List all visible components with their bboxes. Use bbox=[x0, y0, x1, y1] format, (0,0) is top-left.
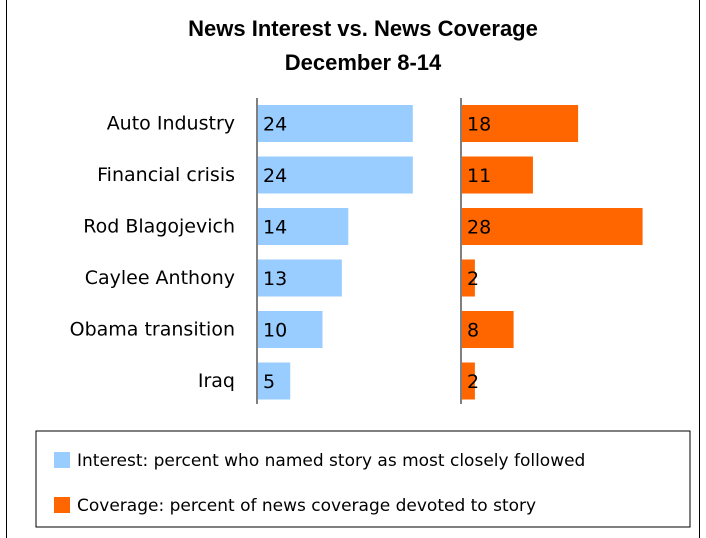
category-label: Financial crisis bbox=[97, 164, 235, 186]
chart-title: News Interest vs. News Coverage bbox=[188, 16, 538, 41]
legend-box bbox=[35, 430, 691, 528]
coverage-value-label: 28 bbox=[467, 217, 491, 239]
category-label: Rod Blagojevich bbox=[83, 216, 235, 238]
interest-value-label: 5 bbox=[263, 371, 275, 393]
interest-value-label: 13 bbox=[263, 268, 287, 290]
interest-series: 24 24 14 13 10 5 bbox=[258, 105, 413, 400]
legend: Interest: percent who named story as mos… bbox=[35, 430, 691, 528]
interest-bar bbox=[258, 156, 413, 194]
legend-swatch-coverage bbox=[54, 497, 70, 513]
interest-value-label: 24 bbox=[263, 165, 287, 187]
chart-frame: News Interest vs. News Coverage December… bbox=[6, 0, 700, 538]
coverage-value-label: 18 bbox=[467, 114, 491, 136]
category-labels: Auto Industry Financial crisis Rod Blagoje… bbox=[70, 113, 235, 393]
coverage-bar bbox=[462, 362, 475, 400]
interest-bar bbox=[258, 362, 291, 400]
category-label: Iraq bbox=[198, 370, 235, 392]
coverage-bar bbox=[462, 156, 533, 194]
interest-bar bbox=[258, 105, 413, 142]
coverage-bar bbox=[462, 105, 579, 142]
category-label: Caylee Anthony bbox=[85, 267, 235, 289]
interest-bar bbox=[258, 208, 349, 245]
legend-swatch-interest bbox=[54, 452, 70, 468]
interest-value-label: 10 bbox=[263, 320, 287, 342]
interest-bar bbox=[258, 259, 342, 297]
chart-subtitle: December 8-14 bbox=[285, 50, 442, 75]
coverage-value-label: 2 bbox=[467, 371, 479, 393]
chart: News Interest vs. News Coverage December… bbox=[35, 16, 691, 528]
interest-bar bbox=[258, 311, 323, 348]
coverage-bar bbox=[462, 208, 643, 245]
category-label: Auto Industry bbox=[107, 113, 235, 135]
interest-value-label: 24 bbox=[263, 114, 287, 136]
interest-value-label: 14 bbox=[263, 217, 287, 239]
coverage-value-label: 11 bbox=[467, 165, 491, 187]
coverage-bar bbox=[462, 311, 514, 348]
coverage-bar bbox=[462, 259, 475, 297]
legend-label-interest: Interest: percent who named story as mos… bbox=[77, 451, 585, 471]
legend-label-coverage: Coverage: percent of news coverage devot… bbox=[77, 496, 536, 516]
coverage-value-label: 8 bbox=[467, 320, 479, 342]
category-label: Obama transition bbox=[70, 319, 235, 341]
coverage-value-label: 2 bbox=[467, 268, 479, 290]
